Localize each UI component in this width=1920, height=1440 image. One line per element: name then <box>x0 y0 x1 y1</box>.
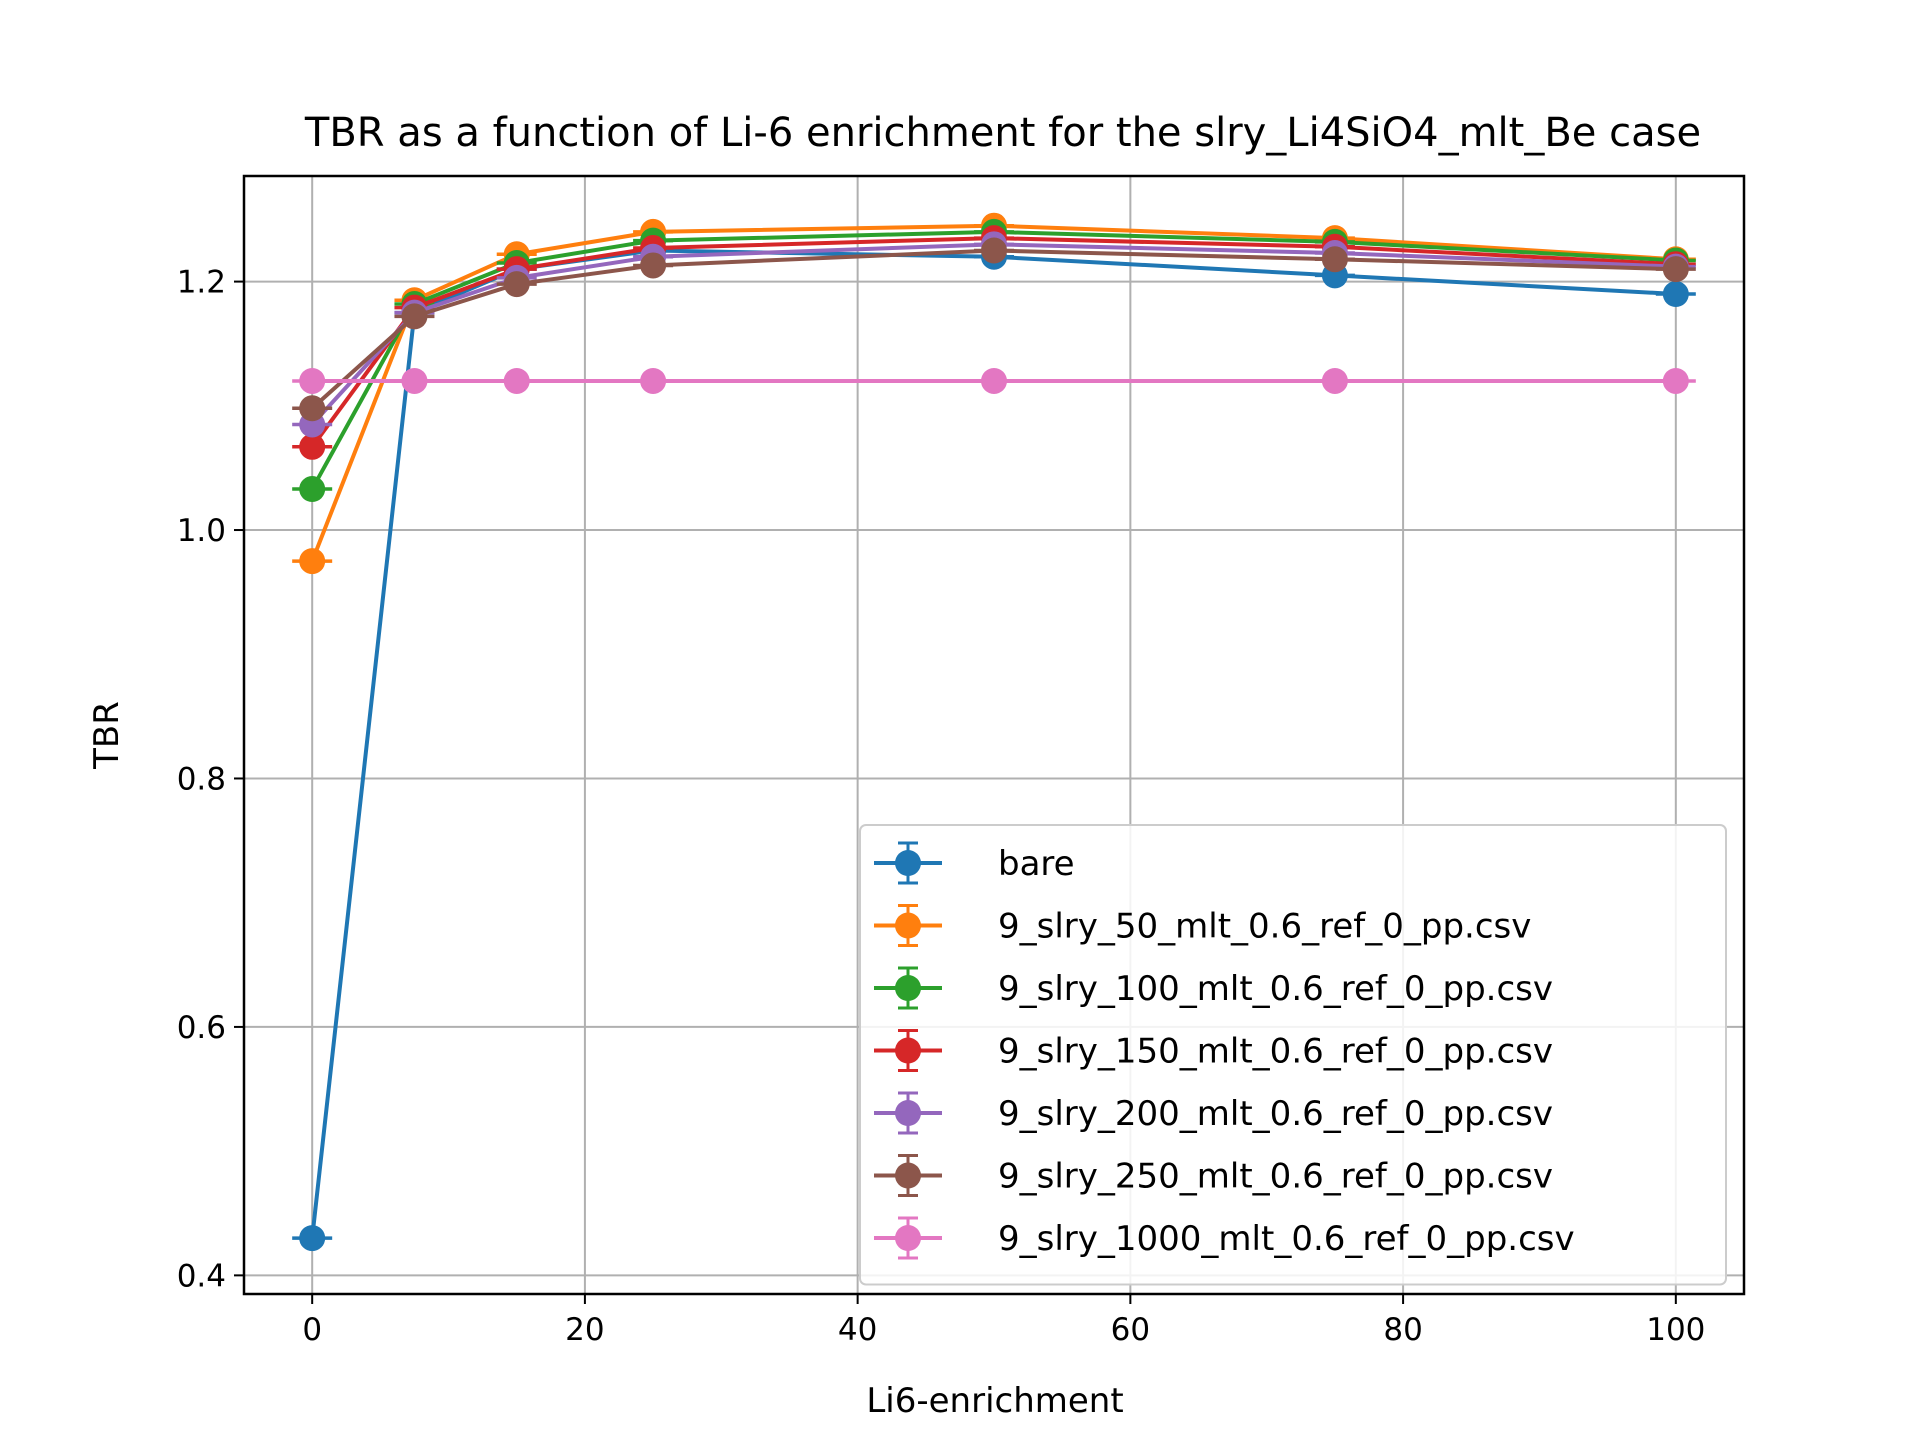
y-tick-label: 1.0 <box>177 513 226 549</box>
legend-marker <box>895 850 921 876</box>
y-tick-label: 0.8 <box>177 761 226 797</box>
data-point <box>299 548 326 575</box>
legend-item-4: 9_slry_200_mlt_0.6_ref_0_pp.csv <box>874 1091 1553 1135</box>
series-layer <box>292 212 1696 1252</box>
x-tick-label: 60 <box>1111 1312 1150 1348</box>
legend-marker <box>895 975 921 1001</box>
data-point <box>1662 367 1689 394</box>
legend-label: 9_slry_250_mlt_0.6_ref_0_pp.csv <box>998 1157 1553 1197</box>
data-point <box>1321 367 1348 394</box>
data-point <box>981 237 1007 264</box>
x-tick-label: 0 <box>302 1312 322 1348</box>
data-point <box>981 367 1007 394</box>
legend-item-0: bare <box>874 841 1075 885</box>
legend: bare 9_slry_50_mlt_0.6_ref_0_pp.csv 9_slry… <box>859 824 1727 1286</box>
data-point <box>401 367 428 394</box>
legend-item-3: 9_slry_150_mlt_0.6_ref_0_pp.csv <box>874 1029 1553 1072</box>
y-tick-label: 1.2 <box>177 265 226 301</box>
y-tick-label: 0.4 <box>177 1258 226 1294</box>
legend-marker <box>895 1225 921 1251</box>
legend-item-6: 9_slry_1000_mlt_0.6_ref_0_pp.csv <box>874 1216 1575 1260</box>
legend-label: 9_slry_100_mlt_0.6_ref_0_pp.csv <box>998 969 1553 1009</box>
plot-frame <box>242 174 1746 1296</box>
legend-item-2: 9_slry_100_mlt_0.6_ref_0_pp.csv <box>874 966 1553 1010</box>
y-axis-label: TBR <box>87 701 127 770</box>
data-point <box>640 367 667 394</box>
data-point <box>299 367 326 394</box>
data-point <box>299 1225 326 1252</box>
grid <box>244 176 1744 1294</box>
legend-label: 9_slry_200_mlt_0.6_ref_0_pp.csv <box>998 1094 1553 1134</box>
x-axis-label: Li6-enrichment <box>866 1381 1123 1421</box>
series-5 <box>292 237 1696 422</box>
x-axis: 0 20 40 60 80 100 <box>302 1294 1705 1348</box>
legend-item-1: 9_slry_50_mlt_0.6_ref_0_pp.csv <box>874 904 1531 947</box>
legend-label: 9_slry_150_mlt_0.6_ref_0_pp.csv <box>998 1032 1553 1072</box>
data-point <box>299 433 326 460</box>
series-6 <box>292 367 1696 394</box>
data-point <box>640 252 667 279</box>
data-point <box>1662 281 1689 308</box>
data-point <box>503 367 530 394</box>
data-point <box>1321 246 1348 273</box>
data-point <box>503 271 530 298</box>
data-point <box>401 303 428 330</box>
legend-marker <box>895 912 921 939</box>
legend-marker <box>895 1100 921 1126</box>
data-point <box>299 476 326 503</box>
x-tick-label: 100 <box>1646 1312 1705 1348</box>
x-tick-label: 40 <box>838 1312 877 1348</box>
y-axis: 0.4 0.6 0.8 1.0 1.2 <box>177 265 244 1294</box>
data-point <box>299 395 326 422</box>
x-tick-label: 20 <box>565 1312 604 1348</box>
legend-label: 9_slry_50_mlt_0.6_ref_0_pp.csv <box>998 907 1531 947</box>
data-point <box>1662 256 1689 283</box>
legend-label: 9_slry_1000_mlt_0.6_ref_0_pp.csv <box>998 1219 1575 1259</box>
legend-label: bare <box>998 844 1075 884</box>
legend-box <box>859 824 1727 1286</box>
y-tick-label: 0.6 <box>177 1010 226 1046</box>
legend-marker <box>895 1162 921 1189</box>
legend-item-5: 9_slry_250_mlt_0.6_ref_0_pp.csv <box>874 1154 1553 1197</box>
legend-marker <box>895 1037 921 1064</box>
chart-title: TBR as a function of Li-6 enrichment for… <box>304 110 1701 156</box>
x-tick-label: 80 <box>1383 1312 1422 1348</box>
